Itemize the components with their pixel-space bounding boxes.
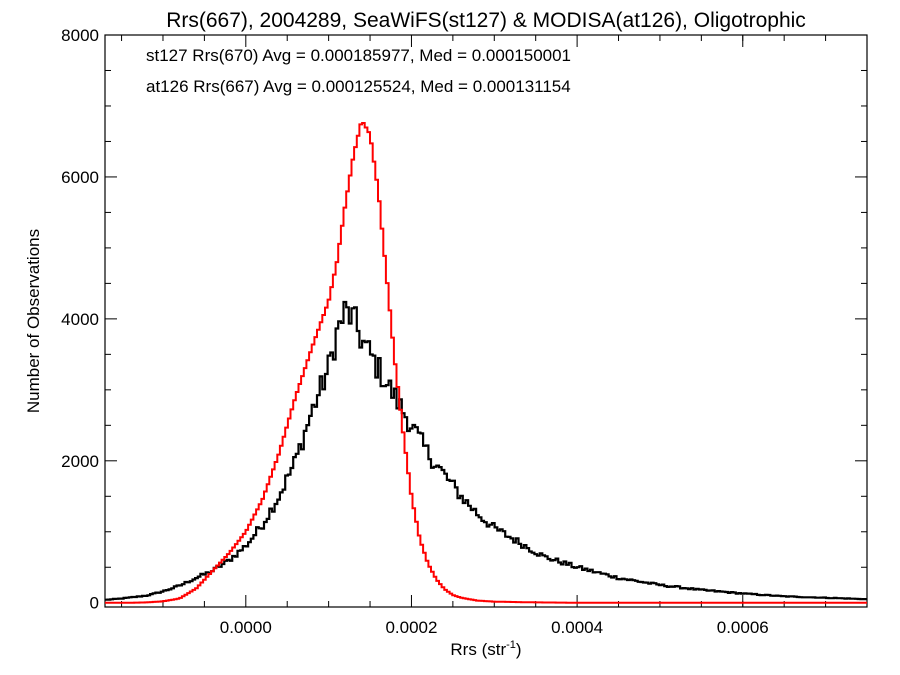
x-tick-label: 0.0002 xyxy=(385,618,437,637)
x-axis: 0.0000 0.0002 0.0004 0.0006 xyxy=(121,35,868,637)
y-tick-label: 2000 xyxy=(61,452,99,471)
plot-frame xyxy=(104,34,868,608)
y-tick-label: 0 xyxy=(90,594,99,613)
legend-entry-st127: st127 Rrs(670) Avg = 0.000185977, Med = … xyxy=(146,46,571,65)
legend-entry-at126: at126 Rrs(667) Avg = 0.000125524, Med = … xyxy=(146,77,571,96)
y-tick-label: 6000 xyxy=(61,168,99,187)
plot-border xyxy=(104,34,868,608)
x-axis-label: Rrs (str-1) xyxy=(450,639,521,659)
x-axis-label-main: Rrs (str xyxy=(450,640,506,659)
chart-title: Rrs(667), 2004289, SeaWiFS(st127) & MODI… xyxy=(166,9,806,32)
series-line-st127 xyxy=(105,300,867,601)
y-tick-label: 4000 xyxy=(61,310,99,329)
y-axis: 0 2000 4000 6000 8000 xyxy=(61,26,867,613)
series-line-at126 xyxy=(105,122,867,604)
x-tick-label: 0.0004 xyxy=(551,618,603,637)
y-axis-label: Number of Observations xyxy=(24,229,43,413)
x-tick-label: 0.0000 xyxy=(220,618,272,637)
x-tick-label: 0.0006 xyxy=(717,618,769,637)
x-axis-label-close: ) xyxy=(516,640,522,659)
series-layer xyxy=(105,122,867,604)
y-tick-label: 8000 xyxy=(61,26,99,45)
x-axis-label-superscript: -1 xyxy=(506,639,516,651)
